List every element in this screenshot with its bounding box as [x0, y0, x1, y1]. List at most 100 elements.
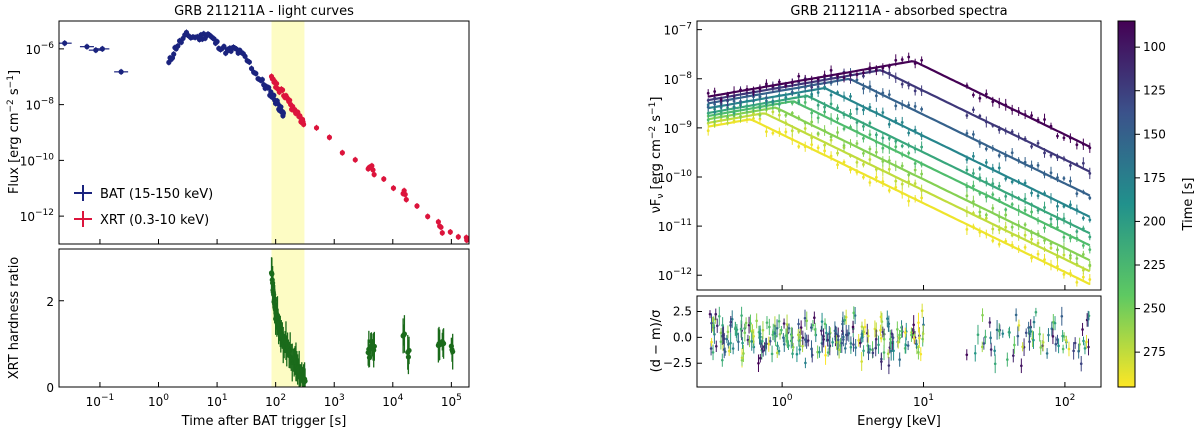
- spectrum-point: [732, 105, 736, 109]
- spectrum-point: [881, 136, 885, 140]
- residual-point: [896, 328, 899, 331]
- spectrum-point: [894, 58, 898, 62]
- spectrum-point: [810, 92, 814, 96]
- hardness-panel: 10−1 100 101 102 103 104 105 0 2 XRT hardness ra…: [7, 248, 470, 429]
- spectrum-point: [758, 113, 762, 117]
- spectrum-point: [1075, 192, 1079, 196]
- spectrum-point: [1036, 164, 1040, 167]
- spectrum-point: [816, 146, 820, 150]
- residual-point: [1064, 339, 1068, 342]
- spectrum-point: [855, 160, 859, 164]
- residual-point: [824, 353, 827, 357]
- residual-point: [889, 349, 893, 353]
- energy-tick-label: 102: [1054, 393, 1075, 409]
- spectrum-point: [1049, 171, 1053, 175]
- residual-point: [973, 351, 977, 355]
- spectrum-point: [868, 158, 872, 161]
- hardness-frame: [58, 248, 470, 388]
- residual-point: [770, 352, 774, 356]
- residual-point: [803, 316, 807, 320]
- light-curve-point: [370, 167, 376, 173]
- residual-point: [1086, 317, 1090, 321]
- spectrum-point: [771, 131, 775, 135]
- residual-point: [981, 313, 984, 317]
- light-curve-point: [278, 104, 284, 110]
- time-tick-label: 105: [441, 393, 462, 409]
- residual-point: [731, 347, 735, 350]
- spectrum-point: [971, 108, 975, 112]
- spectrum-point: [816, 81, 820, 85]
- residual-point: [852, 343, 855, 346]
- residual-tick-label: 2.5: [673, 305, 692, 319]
- spectrum-point: [1081, 244, 1085, 247]
- residual-point: [919, 352, 923, 356]
- residual-point: [715, 324, 719, 328]
- residual-point: [811, 323, 815, 327]
- spectrum-point: [1023, 223, 1027, 227]
- residual-point: [777, 320, 781, 323]
- light-curve-point: [447, 229, 453, 235]
- spectrum-point: [984, 213, 988, 217]
- spectrum-point: [1004, 208, 1008, 212]
- residual-point: [823, 322, 827, 326]
- residual-point: [982, 342, 986, 345]
- spectrum-point: [1088, 235, 1092, 239]
- residual-point: [857, 339, 860, 342]
- residual-point: [740, 314, 743, 317]
- residual-point: [1067, 347, 1071, 351]
- spectrum-point: [1081, 253, 1085, 256]
- spectrum-point: [1023, 233, 1027, 237]
- residual-point: [765, 321, 769, 324]
- energy-tick-label: 101: [913, 393, 934, 409]
- spectrum-point: [900, 120, 904, 124]
- residual-point: [813, 316, 816, 320]
- spectrum-point: [719, 98, 723, 101]
- light-curve-point: [414, 203, 420, 209]
- residual-point: [1001, 332, 1005, 335]
- residual-point: [818, 350, 821, 354]
- residual-point: [1061, 334, 1064, 338]
- residual-point: [995, 328, 999, 332]
- spectrum-point: [1010, 151, 1014, 155]
- residual-point: [843, 347, 847, 350]
- residual-point: [718, 314, 721, 318]
- residual-point: [768, 339, 772, 343]
- spectrum-point: [965, 158, 969, 161]
- energy-tick-label: 100: [772, 393, 793, 409]
- residual-point: [886, 352, 890, 356]
- light-curve-point: [99, 46, 105, 52]
- nufnu-tick-label: 10−12: [658, 267, 692, 283]
- spectrum-point: [758, 95, 762, 99]
- spectrum-point: [887, 93, 891, 96]
- spectrum-point: [777, 80, 781, 84]
- spectrum-point: [836, 117, 839, 121]
- spectrum-series: [706, 52, 1092, 153]
- spectrum-point: [913, 105, 917, 108]
- residual-point: [1057, 344, 1060, 348]
- spectrum-point: [706, 118, 710, 122]
- residual-point: [710, 340, 713, 344]
- spectrum-point: [862, 74, 865, 78]
- spectrum-point: [1023, 208, 1027, 212]
- spectrum-series: [706, 92, 1092, 254]
- spectrum-point: [1088, 218, 1092, 222]
- residual-point: [775, 326, 779, 330]
- residual-point: [801, 344, 804, 348]
- spectrum-point: [842, 76, 846, 80]
- light-curve-point: [313, 125, 320, 131]
- spectrum-point: [894, 104, 898, 108]
- residual-point: [747, 323, 751, 327]
- residual-point: [1006, 358, 1009, 361]
- residual-point: [786, 339, 789, 343]
- legend-bat: BAT (15-150 keV): [100, 187, 213, 202]
- hardness-point: [406, 347, 412, 354]
- spectrum-point: [706, 129, 710, 133]
- spectrum-point: [920, 107, 924, 111]
- spectrum-point: [1043, 118, 1046, 121]
- spectrum-point: [913, 182, 917, 185]
- spectrum-point: [874, 94, 878, 98]
- spectrum-point: [1043, 151, 1046, 155]
- residual-point: [796, 333, 800, 337]
- residual-point: [739, 327, 743, 331]
- light-curve-point: [297, 113, 303, 119]
